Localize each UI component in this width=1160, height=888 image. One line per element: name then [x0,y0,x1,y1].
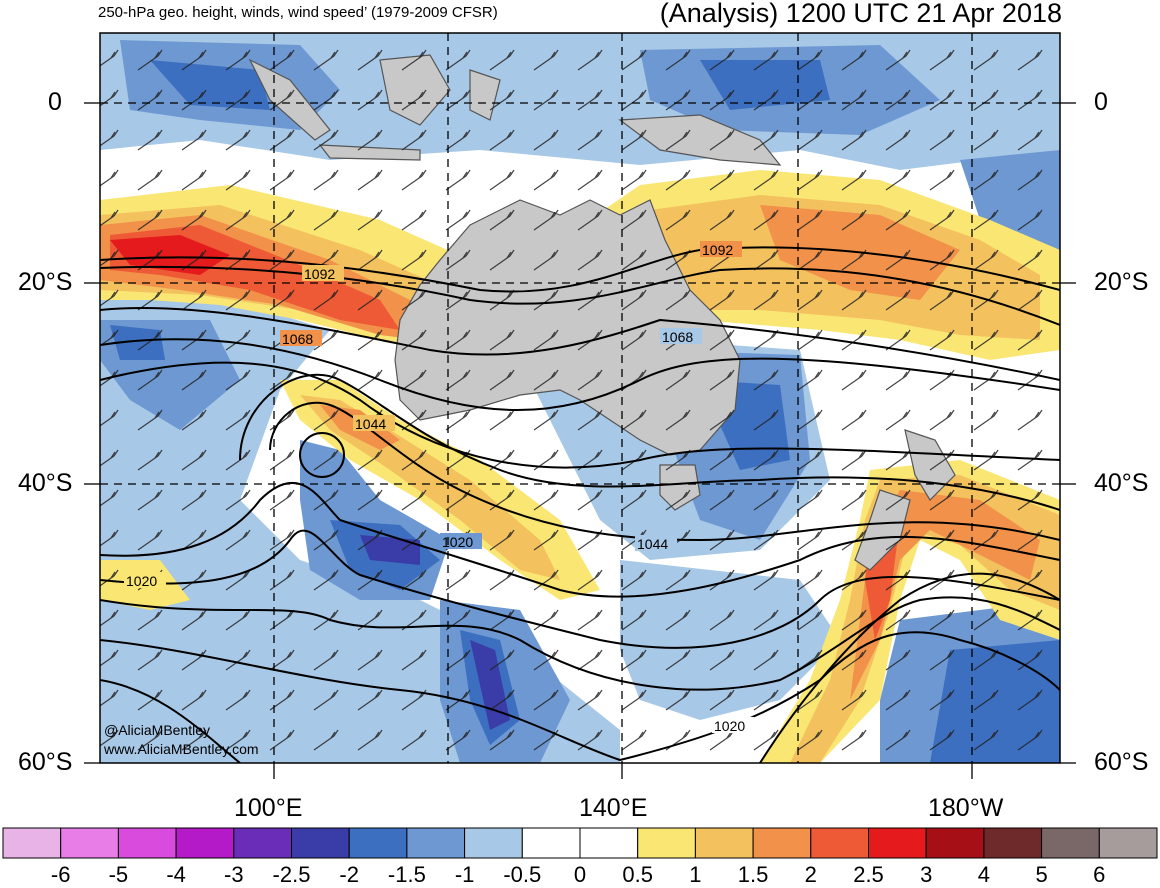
lat-label-20s-right: 20°S [1094,268,1148,297]
colorbar-label: 2 [805,862,817,888]
colorbar-swatch [349,828,407,858]
colorbar-swatch [61,828,119,858]
colorbar-swatch [176,828,234,858]
lat-label-40s: 40°S [18,469,72,498]
colorbar-swatch [869,828,927,858]
contour-label: 1020 [126,573,157,589]
contour-label: 1044 [637,536,668,552]
colorbar-label: 2.5 [853,862,884,888]
colorbar-label: -2.5 [273,862,311,888]
colorbar-label: 1 [689,862,701,888]
colorbar-label: -1.5 [388,862,426,888]
colorbar-swatch [407,828,465,858]
colorbar-swatch [926,828,984,858]
contour-label: 1068 [282,331,313,347]
colorbar-swatch [695,828,753,858]
colorbar-swatch [811,828,869,858]
colorbar-label: -5 [109,862,129,888]
colorbar-label: 0.5 [622,862,653,888]
colorbar-label: -2 [339,862,359,888]
wind-barbs [100,33,1060,763]
lat-label-60s: 60°S [18,748,72,777]
map-area: 1092 1092 1068 1068 1044 1044 1020 1020 … [100,33,1060,763]
colorbar-swatch [292,828,350,858]
colorbar-swatch [234,828,292,858]
lat-label-20s: 20°S [18,268,72,297]
colorbar-swatch [984,828,1042,858]
lon-label-100e: 100°E [234,794,302,823]
colorbar-label: -3 [224,862,244,888]
contour-label: 1068 [662,329,693,345]
colorbar-label: 4 [978,862,990,888]
credit-site: www.AliciaMBentley.com [104,741,259,757]
contour-label: 1092 [702,242,733,258]
colorbar-swatch [465,828,523,858]
colorbar-swatch [1099,828,1157,858]
colorbar [3,828,1157,858]
contour-label: 1020 [714,718,745,734]
contour-label: 1020 [442,534,473,550]
contour-label: 1044 [355,416,386,432]
colorbar-label: 3 [920,862,932,888]
colorbar-swatch [1042,828,1100,858]
colorbar-swatch [118,828,176,858]
colorbar-label: 6 [1093,862,1105,888]
colorbar-swatch [3,828,61,858]
lat-label-60s-right: 60°S [1094,748,1148,777]
colorbar-swatch [580,828,638,858]
colorbar-label: -6 [51,862,71,888]
contour-label: 1092 [304,266,335,282]
credit-handle: @AliciaMBentley [104,722,210,738]
lat-label-eq-right: 0 [1094,88,1108,117]
colorbar-label: -4 [166,862,186,888]
lat-label-40s-right: 40°S [1094,469,1148,498]
colorbar-label: -1 [455,862,475,888]
lon-label-140e: 140°E [579,794,647,823]
lon-label-180w: 180°W [928,794,1003,823]
colorbar-label: 1.5 [738,862,769,888]
colorbar-swatch [638,828,696,858]
right-title: (Analysis) 1200 UTC 21 Apr 2018 [660,0,1062,29]
colorbar-label: -0.5 [503,862,541,888]
colorbar-label: 0 [574,862,586,888]
lat-label-eq: 0 [48,88,62,117]
colorbar-swatch [753,828,811,858]
left-title: 250-hPa geo. height, winds, wind speed’ … [98,4,498,21]
colorbar-swatch [522,828,580,858]
colorbar-label: 5 [1035,862,1047,888]
